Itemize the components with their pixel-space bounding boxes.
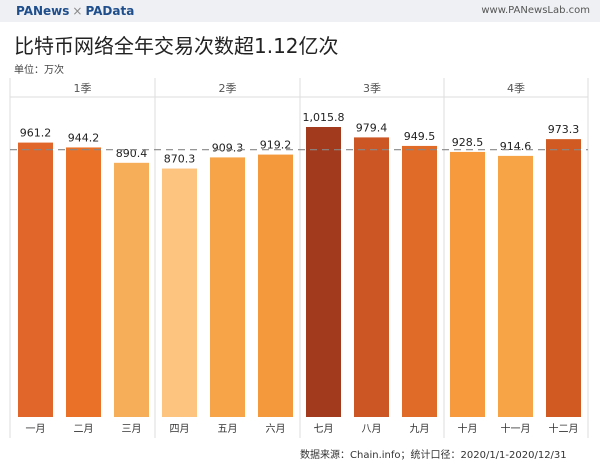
data-label: 870.3: [164, 153, 196, 166]
category-label: 十一月: [501, 422, 531, 435]
bar: [354, 137, 389, 417]
bar: [114, 162, 149, 417]
data-label: 961.2: [20, 127, 52, 140]
category-label: 四月: [170, 423, 190, 435]
group-label: 3季: [363, 82, 381, 95]
data-label: 949.5: [404, 130, 436, 143]
data-label: 909.3: [212, 141, 244, 154]
data-label: 944.2: [68, 131, 100, 144]
data-label: 928.5: [452, 136, 484, 149]
category-label: 七月: [314, 423, 334, 435]
data-label: 973.3: [548, 123, 580, 136]
bar: [18, 142, 53, 417]
source-note: 数据来源：Chain.info；统计口径：2020/1/1-2020/12/31: [300, 450, 567, 461]
category-label: 五月: [218, 423, 238, 435]
category-label: 二月: [74, 423, 94, 435]
category-label: 十二月: [549, 422, 579, 435]
bar: [450, 151, 485, 417]
category-label: 十月: [458, 422, 478, 435]
chart-title: 比特币网络全年交易次数超1.12亿次: [14, 34, 339, 58]
category-label: 一月: [26, 423, 46, 435]
category-label: 三月: [122, 423, 142, 435]
brand-logo: PANews × PAData: [16, 4, 135, 18]
bar: [210, 157, 245, 417]
bar: [306, 127, 341, 417]
category-label: 八月: [362, 423, 382, 435]
bar: [162, 168, 197, 417]
bar: [66, 147, 101, 417]
data-label: 914.6: [500, 140, 532, 153]
group-label: 2季: [219, 82, 237, 95]
data-label: 1,015.8: [303, 111, 345, 124]
category-label: 九月: [410, 423, 430, 435]
category-label: 六月: [266, 423, 286, 435]
data-label: 919.2: [260, 139, 292, 152]
data-label: 979.4: [356, 121, 388, 134]
data-label: 890.4: [116, 147, 148, 160]
unit-label: 单位：万次: [14, 65, 64, 76]
bar: [546, 139, 581, 417]
group-label: 1季: [74, 82, 92, 95]
bar: [498, 155, 533, 417]
group-label: 4季: [507, 82, 525, 95]
bar: [402, 145, 437, 418]
site-url: www.PANewsLab.com: [481, 5, 590, 16]
bar: [258, 154, 293, 418]
top-bar: PANews × PAData www.PANewsLab.com: [0, 0, 600, 22]
